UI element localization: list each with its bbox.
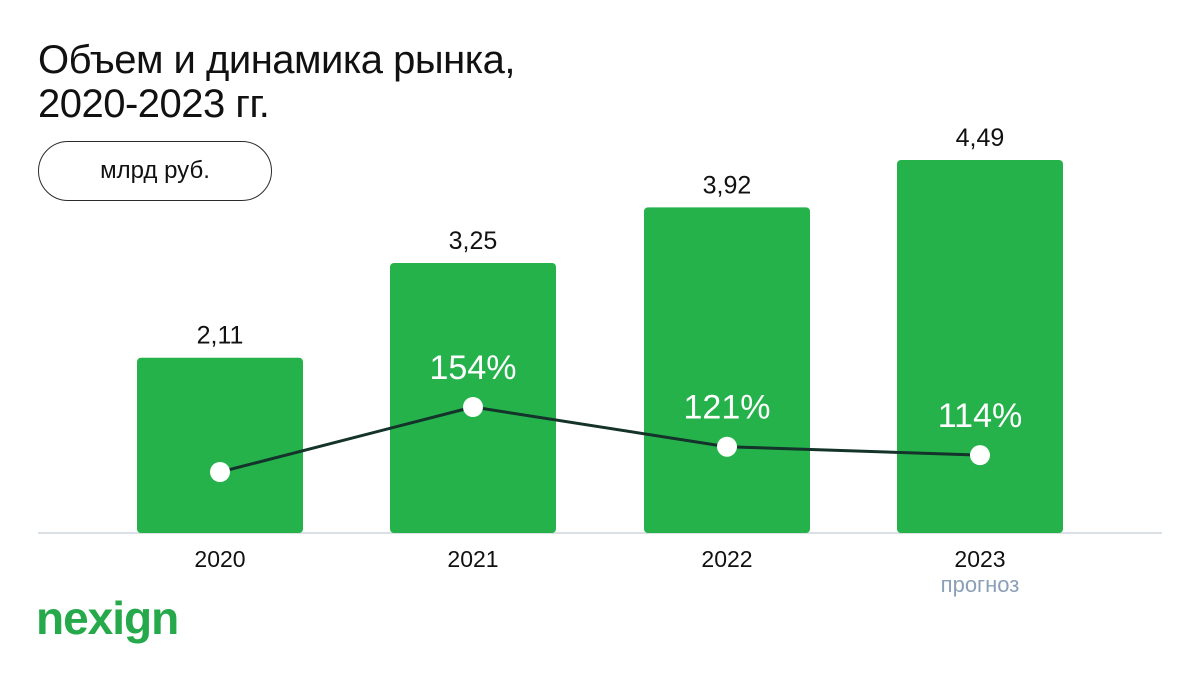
title-line-2: 2020-2023 гг. — [38, 82, 270, 126]
page-title: Объем и динамика рынка, 2020-2023 гг. — [38, 38, 515, 126]
value-label-2022: 3,92 — [703, 171, 752, 199]
unit-badge: млрд руб. — [38, 141, 272, 201]
value-label-2023: 4,49 — [956, 124, 1005, 152]
category-label-2023: 2023 — [954, 546, 1005, 572]
category-label-2020: 2020 — [194, 546, 245, 572]
category-label-2021: 2021 — [447, 546, 498, 572]
growth-point-2020 — [210, 462, 230, 482]
growth-point-2022 — [717, 436, 737, 457]
growth-label-2021: 154% — [430, 349, 517, 387]
bar-2022 — [644, 207, 810, 533]
title-line-1: Объем и динамика рынка, — [38, 38, 515, 82]
growth-label-2022: 121% — [684, 389, 771, 427]
value-label-2021: 3,25 — [449, 227, 498, 255]
nexign-logo: nexign — [36, 592, 179, 644]
bar-2023 — [897, 160, 1063, 533]
bar-2020 — [137, 357, 303, 533]
forecast-note: прогноз — [941, 572, 1020, 597]
growth-point-2021 — [463, 397, 483, 417]
growth-label-2023: 114% — [938, 397, 1022, 435]
category-label-2022: 2022 — [701, 546, 752, 572]
growth-point-2023 — [970, 445, 990, 466]
growth-line — [219, 405, 981, 474]
value-label-2020: 2,11 — [197, 322, 244, 350]
